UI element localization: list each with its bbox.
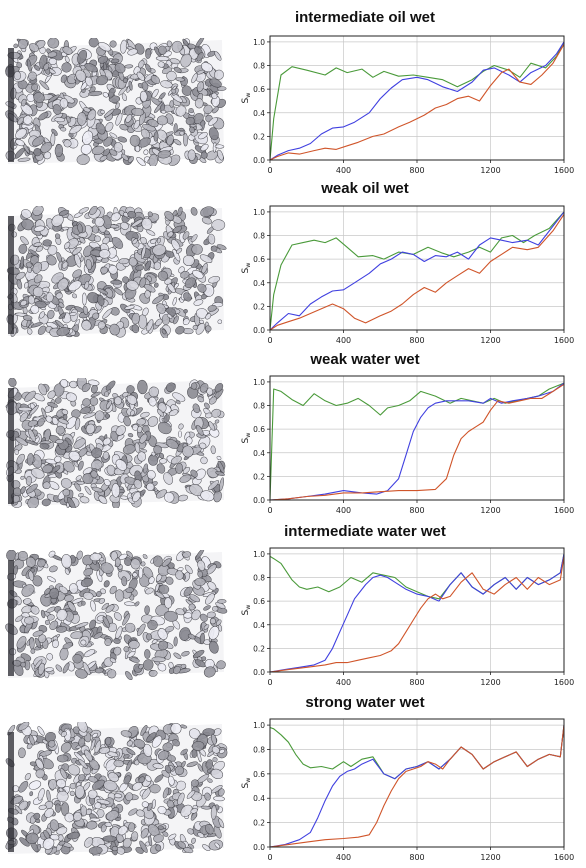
x-tick-label: 1600	[554, 166, 574, 175]
x-tick-label: 400	[336, 853, 351, 862]
saturation-chart: 0 400 800 1200 1600 0.0 0.2 0.4 0.6 0.8 1.0 Sw	[241, 375, 574, 515]
y-tick-label: 0.6	[253, 597, 265, 606]
render-edge-shadow	[8, 560, 14, 676]
x-tick-label: 1600	[554, 506, 574, 515]
x-tick-label: 800	[409, 336, 424, 345]
saturation-chart: 0 400 800 1200 1600 0.0 0.2 0.4 0.6 0.8 1.0 Sw	[241, 547, 574, 687]
y-tick-label: 0.0	[253, 668, 265, 677]
x-tick-label: 1600	[554, 678, 574, 687]
y-tick-label: 0.0	[253, 156, 265, 165]
y-tick-label: 0.0	[253, 843, 265, 852]
render-edge-shadow	[8, 388, 14, 504]
panel-title: intermediate water wet	[284, 523, 446, 540]
grid-lines	[269, 719, 565, 848]
pore-render-image	[5, 38, 227, 166]
x-tick-label: 800	[409, 506, 424, 515]
x-tick-label: 1200	[480, 506, 500, 515]
series-line-red	[269, 383, 565, 501]
y-tick-label: 0.6	[253, 425, 265, 434]
series-line-blue	[269, 41, 565, 161]
y-tick-label: 1.0	[253, 378, 265, 387]
pore-render-blobs	[5, 38, 227, 166]
x-tick-label: 1200	[480, 678, 500, 687]
pore-render-blobs	[5, 378, 226, 508]
y-tick-label: 0.8	[253, 232, 265, 241]
y-tick-label: 1.0	[253, 208, 265, 217]
x-tick-label: 0	[267, 678, 272, 687]
x-tick-label: 1200	[480, 166, 500, 175]
y-tick-label: 0.4	[253, 794, 265, 803]
y-tick-label: 0.2	[253, 472, 265, 481]
x-tick-label: 1200	[480, 336, 500, 345]
render-edge-shadow	[8, 732, 14, 852]
y-tick-label: 0.8	[253, 62, 265, 71]
y-tick-label: 0.2	[253, 644, 265, 653]
y-axis-label: Sw	[241, 92, 252, 104]
y-tick-label: 0.6	[253, 770, 265, 779]
render-edge-shadow	[8, 216, 14, 334]
y-tick-label: 1.0	[253, 38, 265, 47]
y-tick-label: 0.4	[253, 449, 265, 458]
series-line-green	[269, 382, 565, 501]
y-tick-label: 0.6	[253, 85, 265, 94]
panel-title: weak water wet	[310, 351, 420, 368]
pore-render-blobs	[5, 722, 228, 856]
pore-render-image	[5, 722, 228, 856]
panel-title: weak oil wet	[321, 180, 409, 197]
x-tick-label: 0	[267, 506, 272, 515]
x-tick-label: 800	[409, 678, 424, 687]
grid-lines	[269, 548, 565, 673]
x-tick-label: 400	[336, 506, 351, 515]
x-tick-label: 1600	[554, 853, 574, 862]
series-line-red	[269, 44, 565, 161]
y-tick-label: 0.4	[253, 621, 265, 630]
series-line-red	[269, 213, 565, 331]
x-tick-label: 800	[409, 853, 424, 862]
y-tick-label: 0.8	[253, 574, 265, 583]
saturation-chart: 0 400 800 1200 1600 0.0 0.2 0.4 0.6 0.8 1.0 Sw	[241, 35, 574, 175]
series-line-red	[269, 725, 565, 848]
panel-title: strong water wet	[305, 694, 425, 711]
y-tick-label: 0.0	[253, 326, 265, 335]
pore-render-image	[6, 206, 227, 338]
y-tick-label: 0.2	[253, 302, 265, 311]
y-tick-label: 0.2	[253, 132, 265, 141]
y-tick-label: 1.0	[253, 550, 265, 559]
pore-render-image	[5, 550, 228, 680]
x-tick-label: 1200	[480, 853, 500, 862]
y-axis-label: Sw	[241, 432, 252, 444]
y-tick-label: 0.0	[253, 496, 265, 505]
panel-title: intermediate oil wet	[294, 9, 436, 26]
pore-render-blobs	[5, 550, 228, 680]
saturation-chart: 0 400 800 1200 1600 0.0 0.2 0.4 0.6 0.8 1.0 Sw	[241, 205, 574, 345]
x-tick-label: 0	[267, 853, 272, 862]
y-tick-label: 0.8	[253, 402, 265, 411]
y-tick-label: 0.4	[253, 109, 265, 118]
y-tick-label: 0.8	[253, 745, 265, 754]
pore-render-image	[5, 378, 226, 508]
series-line-red	[269, 556, 565, 673]
x-tick-label: 400	[336, 166, 351, 175]
grid-lines	[269, 36, 565, 161]
y-axis-label: Sw	[241, 262, 252, 274]
x-tick-label: 0	[267, 166, 272, 175]
y-tick-label: 1.0	[253, 721, 265, 730]
y-axis-label: Sw	[241, 777, 252, 789]
series-line-green	[269, 41, 565, 161]
saturation-chart: 0 400 800 1200 1600 0.0 0.2 0.4 0.6 0.8 1.0 Sw	[241, 718, 574, 862]
series-line-blue	[269, 382, 565, 501]
x-tick-label: 1600	[554, 336, 574, 345]
y-tick-label: 0.6	[253, 255, 265, 264]
x-tick-label: 800	[409, 166, 424, 175]
x-tick-label: 400	[336, 336, 351, 345]
x-tick-label: 0	[267, 336, 272, 345]
y-axis-label: Sw	[241, 604, 252, 616]
series-line-blue	[269, 553, 565, 673]
pore-render-blobs	[6, 206, 227, 338]
series-line-blue	[269, 211, 565, 331]
render-edge-shadow	[8, 48, 14, 162]
y-tick-label: 0.2	[253, 819, 265, 828]
y-tick-label: 0.4	[253, 279, 265, 288]
x-tick-label: 400	[336, 678, 351, 687]
